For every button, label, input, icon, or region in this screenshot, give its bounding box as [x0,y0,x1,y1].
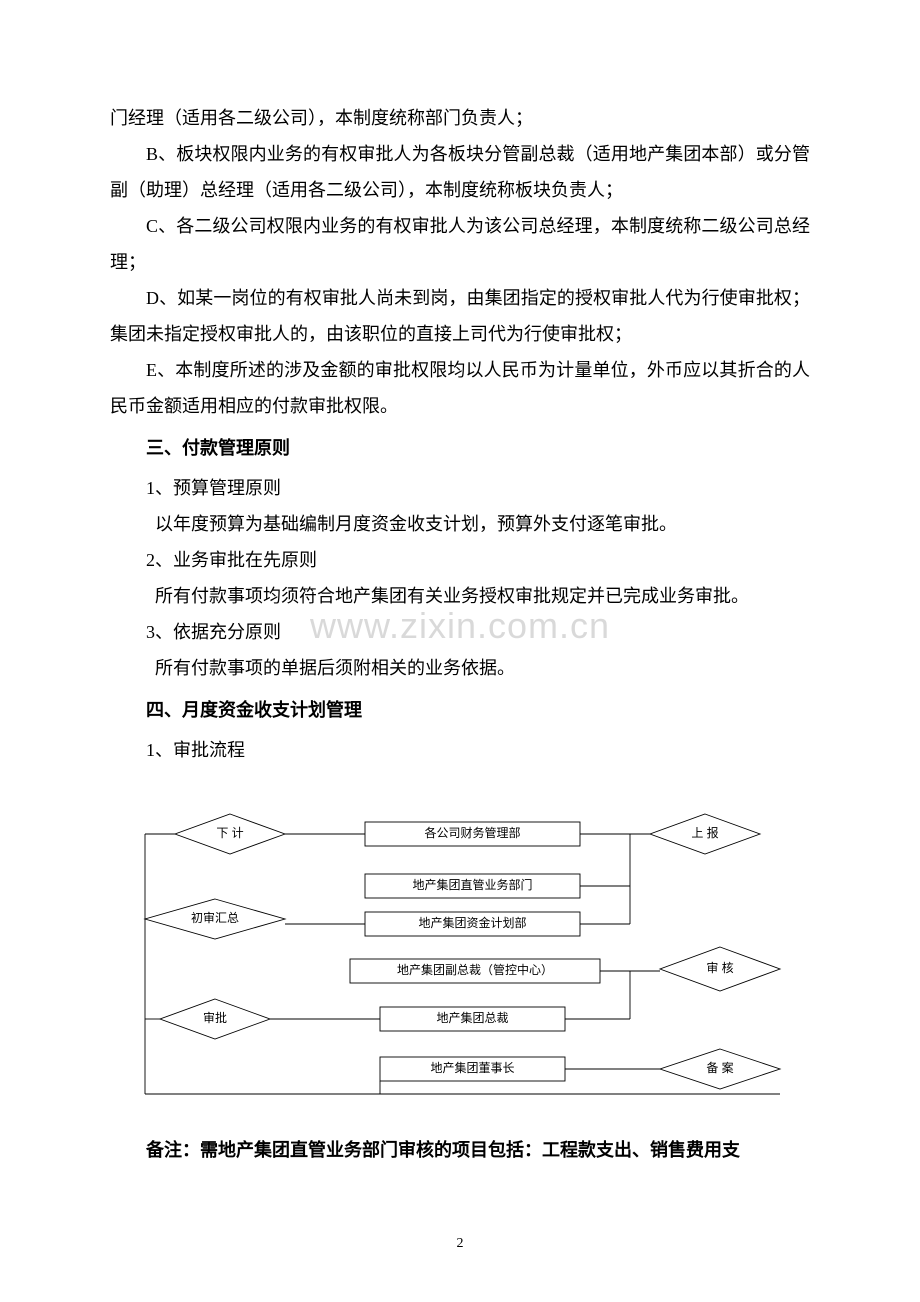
d-shangbao-label: 上 报 [691,825,718,840]
r3-label: 地产集团资金计划部 [418,915,526,930]
d-xiaji-label: 下 计 [216,826,243,840]
d-bei-an-label: 备 案 [706,1060,733,1075]
d-shenpi-label: 审批 [203,1010,227,1025]
page-number: 2 [457,1236,464,1252]
flow-title: 1、审批流程 [110,732,810,768]
item-3-desc: 所有付款事项的单据后须附相关的业务依据。 [110,650,810,686]
paragraph-c: C、各二级公司权限内业务的有权审批人为该公司总经理，本制度统称二级公司总经理； [110,208,810,280]
r1-label: 各公司财务管理部 [424,825,520,840]
footnote: 备注：需地产集团直管业务部门审核的项目包括：工程款支出、销售费用支 [110,1132,810,1168]
heading-4: 四、月度资金收支计划管理 [110,692,810,728]
document-page: 门经理（适用各二级公司），本制度统称部门负责人； B、板块权限内业务的有权审批人… [0,0,920,1228]
paragraph-b: B、板块权限内业务的有权审批人为各板块分管副总裁（适用地产集团本部）或分管副（助… [110,136,810,208]
paragraph-d: D、如某一岗位的有权审批人尚未到岗，由集团指定的授权审批人代为行使审批权；集团未… [110,280,810,352]
item-1-desc: 以年度预算为基础编制月度资金收支计划，预算外支付逐笔审批。 [110,506,810,542]
flowchart: 下 计初审汇总审批上 报审 核备 案各公司财务管理部地产集团直管业务部门地产集团… [110,794,810,1114]
r4-label: 地产集团副总裁（管控中心） [397,962,553,977]
item-3: 3、依据充分原则 [110,614,810,650]
d-chushen-label: 初审汇总 [191,910,239,925]
r5-label: 地产集团总裁 [436,1010,508,1025]
r6-label: 地产集团董事长 [430,1060,514,1075]
flowchart-svg: 下 计初审汇总审批上 报审 核备 案各公司财务管理部地产集团直管业务部门地产集团… [110,794,810,1114]
heading-3: 三、付款管理原则 [110,430,810,466]
paragraph-a-cont: 门经理（适用各二级公司），本制度统称部门负责人； [110,100,810,136]
paragraph-e: E、本制度所述的涉及金额的审批权限均以人民币为计量单位，外币应以其折合的人民币金… [110,352,810,424]
item-2-desc: 所有付款事项均须符合地产集团有关业务授权审批规定并已完成业务审批。 [110,578,810,614]
d-shenhe-label: 审 核 [706,960,733,975]
item-1: 1、预算管理原则 [110,470,810,506]
item-2: 2、业务审批在先原则 [110,542,810,578]
r2-label: 地产集团直管业务部门 [412,877,532,892]
